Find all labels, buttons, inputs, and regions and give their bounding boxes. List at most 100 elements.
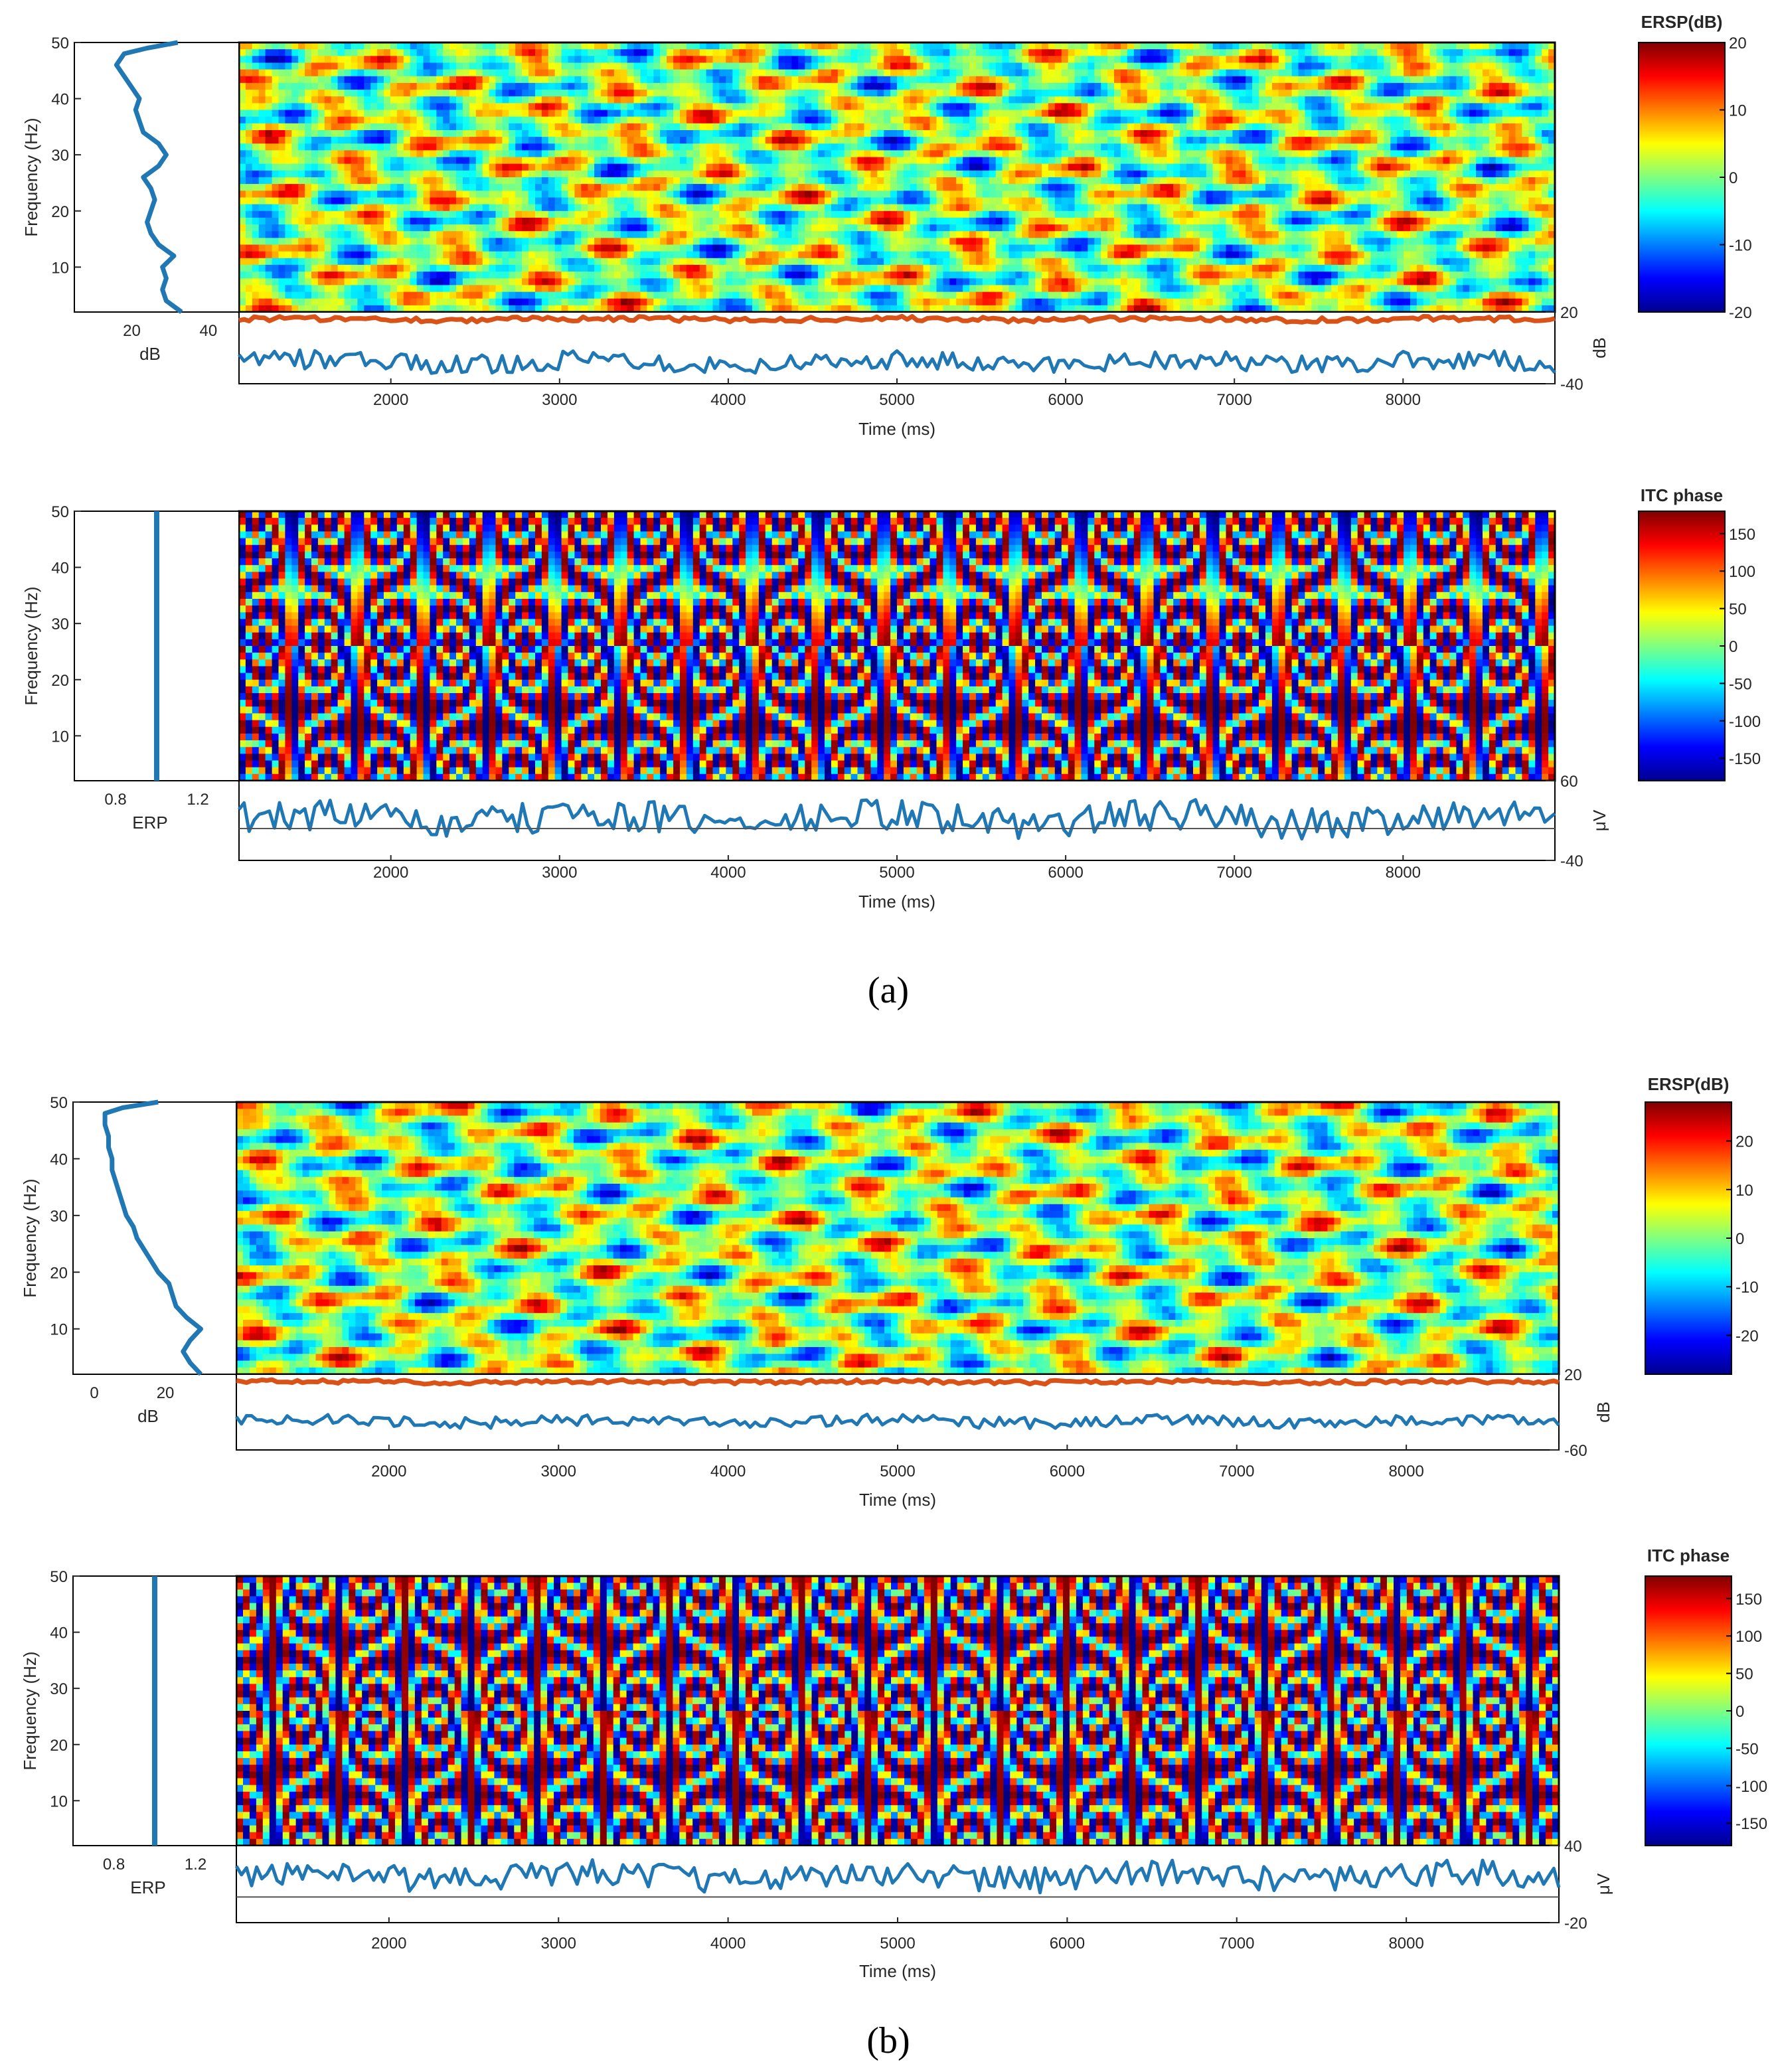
y-tick-label: 20 [50,1737,68,1755]
x-tick-label: 3000 [542,391,577,409]
colorbar-tick-label: 10 [1729,102,1747,120]
x-tick-label: 6000 [1050,1935,1085,1952]
x-tick-label: 6000 [1048,864,1083,882]
y-tick-label: 50 [51,35,69,52]
heatmap-cells [236,1102,1560,1375]
colorbar-title: ITC phase [1647,1546,1730,1565]
side-tick-label: 40 [200,322,218,340]
colorbar [1639,511,1725,781]
colorbar-tick-label: 0 [1736,1703,1744,1721]
y-tick-label: 20 [50,1264,68,1282]
x-tick-label: 2000 [373,391,408,409]
y-axis-label: Frequency (Hz) [20,1651,40,1770]
side-xlabel: dB [137,1406,159,1426]
side-panel-frame [73,1102,236,1374]
bottom-tick-label: 20 [1560,304,1578,322]
bottom-tick-label: 20 [1564,1366,1582,1384]
x-tick-label: 3000 [541,1463,576,1480]
x-tick-label: 4000 [710,1935,746,1952]
colorbar-title: ERSP(dB) [1641,12,1723,32]
x-axis-label: Time (ms) [859,1961,936,1981]
colorbar-tick-label: 50 [1729,601,1747,619]
x-tick-label: 8000 [1386,391,1421,409]
x-tick-label: 5000 [879,391,914,409]
bottom-tick-label: -60 [1564,1442,1587,1460]
caption-b: (b) [866,2020,910,2061]
side-tick-label: 20 [157,1384,175,1402]
x-tick-label: 2000 [371,1463,406,1480]
side-xlabel: ERP [130,1877,165,1897]
colorbar-tick-label: 0 [1736,1230,1744,1248]
y-tick-label: 10 [50,1321,68,1339]
bottom-unit-label: dB [1589,337,1609,359]
x-tick-label: 4000 [710,391,746,409]
x-tick-label: 8000 [1386,864,1421,882]
x-tick-label: 8000 [1388,1935,1423,1952]
y-tick-label: 40 [50,1151,68,1168]
colorbar-tick-label: 20 [1729,35,1747,52]
side-tick-label: 0.8 [104,791,126,809]
y-tick-label: 30 [51,615,69,633]
colorbar-tick-label: 50 [1736,1666,1753,1684]
colorbar [1639,42,1725,312]
y-tick-label: 10 [51,259,69,277]
colorbar-tick-label: 0 [1729,638,1737,656]
bottom-tick-label: 60 [1560,773,1578,791]
bottom-tick-label: 40 [1564,1838,1582,1856]
y-tick-label: 50 [51,503,69,521]
y-tick-label: 50 [50,1568,68,1586]
colorbar-title: ERSP(dB) [1648,1074,1730,1094]
side-tick-label: 1.2 [187,791,208,809]
y-axis-label: Frequency (Hz) [21,586,41,705]
colorbar-tick-label: -150 [1729,750,1761,768]
y-tick-label: 20 [51,203,69,221]
y-tick-label: 40 [51,560,69,578]
bottom-tick-label: -40 [1560,852,1583,870]
bottom-tick-label: -20 [1564,1915,1587,1933]
heatmap-cells [239,511,1556,781]
y-tick-label: 10 [50,1793,68,1810]
x-tick-label: 3000 [541,1935,576,1952]
x-tick-label: 4000 [710,864,746,882]
colorbar-tick-label: -10 [1729,237,1752,255]
y-tick-label: 40 [50,1625,68,1642]
colorbar-tick-label: 100 [1736,1628,1762,1646]
colorbar-tick-label: -50 [1736,1740,1759,1758]
y-axis-label: Frequency (Hz) [21,118,41,236]
colorbar-title: ITC phase [1641,485,1723,505]
x-tick-label: 7000 [1219,1463,1254,1480]
colorbar-tick-label: -50 [1729,675,1752,693]
y-tick-label: 10 [51,728,69,746]
colorbar-tick-label: 10 [1736,1182,1753,1200]
x-axis-label: Time (ms) [858,419,935,439]
y-tick-label: 30 [50,1680,68,1698]
x-tick-label: 7000 [1219,1935,1254,1952]
x-axis-label: Time (ms) [858,892,935,912]
x-tick-label: 6000 [1050,1463,1085,1480]
colorbar-tick-label: 150 [1729,526,1755,544]
x-tick-label: 5000 [880,1463,915,1480]
side-tick-label: 20 [123,322,141,340]
colorbar-tick-label: 0 [1729,169,1737,187]
x-axis-label: Time (ms) [859,1490,936,1510]
side-xlabel: dB [139,344,161,364]
colorbar-tick-label: -20 [1729,304,1752,322]
colorbar-tick-label: -100 [1736,1778,1767,1796]
bottom-unit-label: dB [1593,1401,1613,1423]
x-tick-label: 5000 [879,864,914,882]
colorbar [1645,1102,1732,1374]
heatmap-cells [239,42,1556,313]
x-tick-label: 8000 [1388,1463,1423,1480]
y-tick-label: 20 [51,672,69,690]
colorbar-tick-label: 100 [1729,563,1755,581]
x-tick-label: 5000 [880,1935,915,1952]
side-panel-frame [74,42,239,312]
x-tick-label: 7000 [1217,391,1252,409]
colorbar-tick-label: -150 [1736,1815,1767,1833]
colorbar [1645,1576,1732,1846]
